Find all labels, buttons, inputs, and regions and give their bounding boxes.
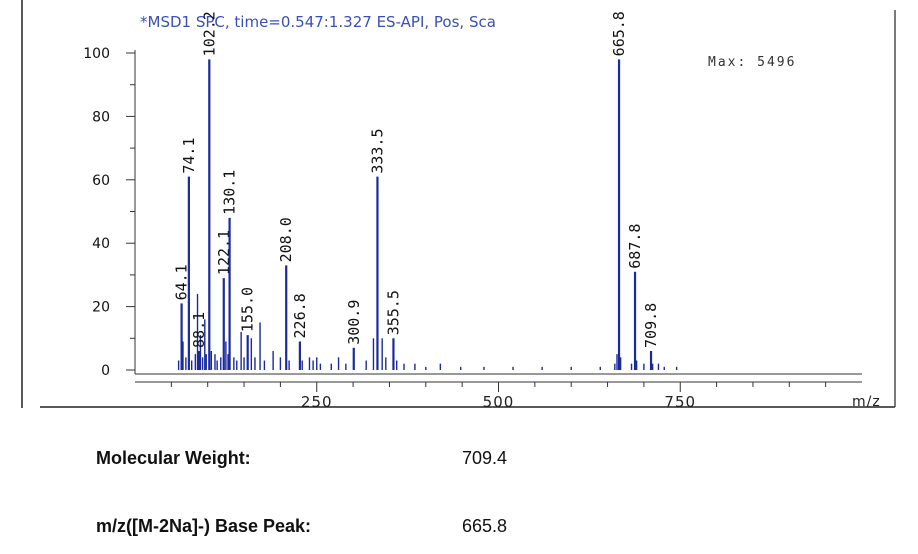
max-intensity-label: Max: 5496 [708,55,796,70]
peak-label: 333.5 [368,128,386,173]
molecular-weight-value: 709.4 [462,448,508,468]
y-tick-label: 0 [101,363,110,379]
mass-spectrum-chart: *MSD1 SPC, time=0.547:1.327 ES-API, Pos,… [21,0,896,411]
y-tick-label: 60 [92,173,110,189]
peak-label: 208.0 [277,217,295,262]
x-tick-label: 250 [301,393,333,411]
peak-label: 355.5 [384,290,402,335]
x-axis-label: m/z [852,394,881,410]
peak-label: 155.0 [239,287,257,332]
peak-label: 122.1 [215,230,233,275]
peak-label: 687.8 [626,224,644,269]
y-tick-label: 80 [92,109,110,125]
peak-label: 300.9 [345,300,363,345]
y-tick-label: 40 [92,236,110,252]
peak-label: 64.1 [173,264,191,300]
labeled-peaks-group: 64.1 74.1 88.1 102.2 122.1 130.1 155.0 208.0 226… [173,11,660,370]
y-axis-ticks: 0 20 40 60 80 100 [83,46,135,379]
peak-label: 226.8 [291,293,309,338]
x-tick-label: 500 [483,393,515,411]
peak-label: 130.1 [221,170,239,215]
peak-label: 665.8 [610,11,628,56]
molecular-weight-label: Molecular Weight: [96,448,251,468]
peak-label: 74.1 [180,138,198,174]
y-tick-label: 20 [92,300,110,316]
y-tick-label: 100 [83,46,110,62]
base-peak-value: 665.8 [462,516,508,536]
chart-title: *MSD1 SPC, time=0.547:1.327 ES-API, Pos,… [140,13,496,31]
peak-label: 709.8 [642,303,660,348]
peak-label: 102.2 [200,11,218,56]
x-tick-label: 750 [664,393,696,411]
x-axis-ticks: 250 500 750 [170,382,827,411]
peak-label: 88.1 [190,312,208,348]
base-peak-label: m/z([M-2Na]-) Base Peak: [96,516,312,536]
minor-peaks-group [177,293,678,370]
